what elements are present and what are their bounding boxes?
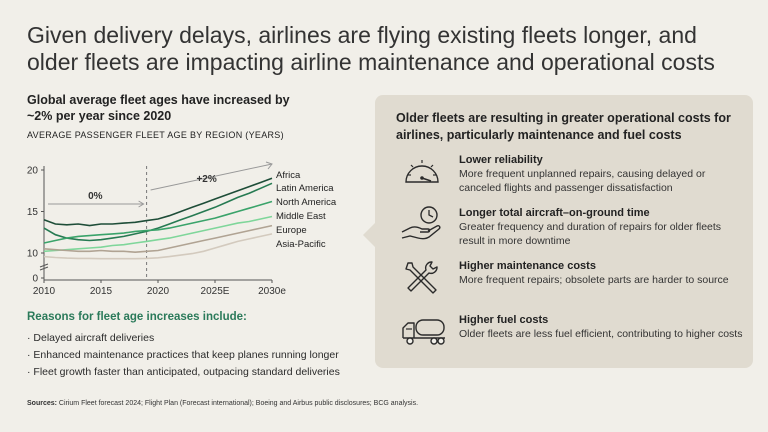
reasons-list: · Delayed aircraft deliveries · Enhanced…: [27, 330, 340, 381]
series-label: Europe: [276, 225, 307, 236]
series-line-asia-pacific: [43, 233, 273, 260]
item-desc: More frequent repairs; obsolete parts ar…: [459, 274, 729, 286]
annotation-growth: +2%: [196, 174, 216, 185]
item-title: Lower reliability: [459, 154, 543, 166]
tools-icon: [405, 261, 438, 294]
series-line-middle-east: [43, 215, 273, 253]
panel-item-fuel: Higher fuel costs Older fleets are less …: [459, 313, 749, 341]
axis-break-mark: [39, 263, 49, 268]
item-desc: More frequent unplanned repairs, causing…: [459, 168, 706, 194]
y-tick-label: 0: [32, 274, 38, 285]
panel-item-reliability: Lower reliability More frequent unplanne…: [459, 153, 749, 195]
series-line-latin-america: [43, 182, 273, 242]
panel-item-downtime: Longer total aircraft–on-ground time Gre…: [459, 206, 749, 248]
series-line-africa: [43, 177, 273, 227]
chart-heading: Global average fleet ages have increased…: [27, 93, 290, 123]
item-desc: Older fleets are less fuel efficient, co…: [459, 328, 743, 340]
growth-arrow: [150, 163, 273, 191]
x-tick-label: 2010: [33, 286, 56, 297]
fuel-truck-icon: [402, 319, 445, 345]
flat-arrow-head: [138, 200, 145, 208]
y-tick-label: 10: [27, 249, 39, 260]
series-label: Asia-Pacific: [276, 239, 326, 250]
sources-note: Sources: Cirium Fleet forecast 2024; Fli…: [27, 400, 418, 407]
item-title: Longer total aircraft–on-ground time: [459, 207, 650, 219]
panel-pointer: [363, 222, 376, 248]
sources-text: Cirium Fleet forecast 2024; Flight Plan …: [56, 400, 419, 407]
y-tick-label: 20: [27, 166, 39, 177]
axis-break-mark: [39, 266, 49, 271]
gauge-icon: [405, 160, 439, 183]
list-item: · Enhanced maintenance practices that ke…: [27, 349, 339, 361]
growth-arrow-head: [265, 161, 273, 170]
sources-label: Sources:: [27, 400, 57, 407]
panel-item-maintenance: Higher maintenance costs More frequent r…: [459, 259, 749, 287]
cost-panel: [375, 95, 753, 368]
x-tick-label: 2030e: [258, 286, 286, 297]
item-title: Higher fuel costs: [459, 314, 549, 326]
x-tick-label: 2025E: [201, 286, 230, 297]
item-title: Higher maintenance costs: [459, 260, 596, 272]
chart-label: AVERAGE PASSENGER FLEET AGE BY REGION (Y…: [27, 130, 284, 140]
clock-hand-icon: [401, 206, 441, 240]
list-item: · Delayed aircraft deliveries: [27, 332, 155, 344]
series-label: Latin America: [276, 183, 334, 194]
series-label: Africa: [276, 170, 301, 181]
series-label: North America: [276, 197, 337, 208]
page-title: Given delivery delays, airlines are flyi…: [27, 22, 715, 75]
annotation-flat: 0%: [88, 191, 103, 202]
series-line-europe: [43, 224, 273, 254]
list-item: · Fleet growth faster than anticipated, …: [27, 366, 340, 378]
x-tick-label: 2020: [147, 286, 170, 297]
y-tick-label: 15: [27, 207, 39, 218]
item-desc: Greater frequency and duration of repair…: [459, 221, 722, 247]
series-label: Middle East: [276, 211, 326, 222]
fleet-age-chart: 0 10 15 20 2010 2015 2020 2025E 2030e 0% +2% Africa…: [27, 161, 337, 297]
panel-heading: Older fleets are resulting in greater op…: [396, 111, 731, 142]
x-tick-label: 2015: [90, 286, 113, 297]
reasons-heading: Reasons for fleet age increases include:: [27, 311, 247, 323]
series-line-north-america: [43, 200, 273, 244]
